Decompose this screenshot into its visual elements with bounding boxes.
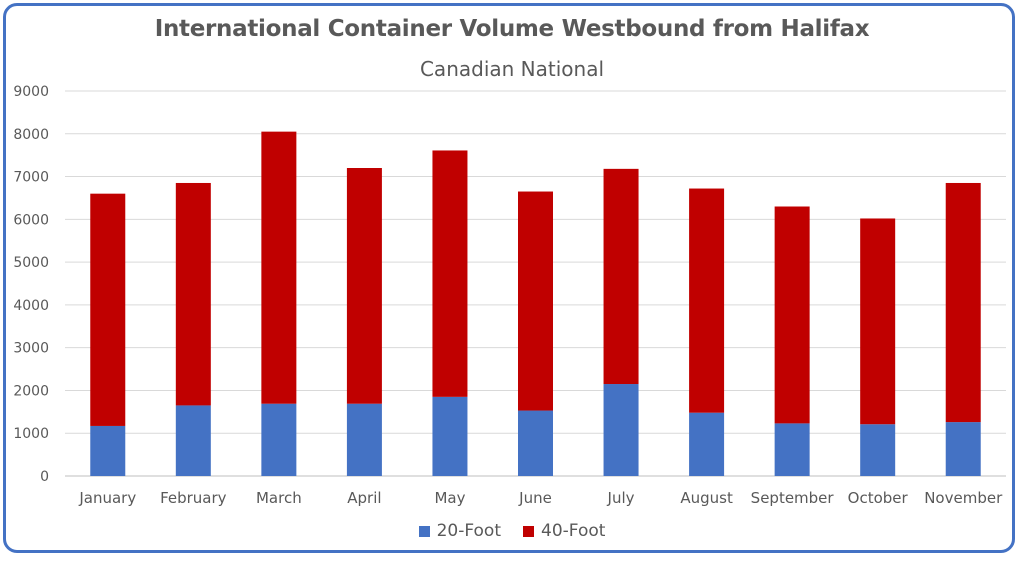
x-tick-label: August — [680, 489, 733, 507]
bar-20-foot — [603, 384, 639, 476]
y-tick-label: 1000 — [13, 426, 49, 442]
y-tick-label: 4000 — [13, 298, 49, 314]
x-tick-label: January — [78, 489, 136, 507]
y-tick-label: 0 — [40, 469, 49, 485]
legend-label-20-foot: 20-Foot — [436, 521, 501, 541]
x-tick-label: March — [256, 489, 302, 507]
legend-item-40-foot: 40-Foot — [523, 521, 605, 541]
y-tick-label: 8000 — [13, 127, 49, 143]
chart-frame — [3, 3, 1015, 553]
bar-20-foot — [945, 422, 981, 476]
x-tick-label: September — [751, 489, 835, 507]
bar-40-foot — [346, 168, 382, 404]
x-tick-label: October — [848, 489, 909, 507]
bar-40-foot — [945, 182, 981, 423]
bar-40-foot — [90, 193, 126, 426]
bar-20-foot — [90, 425, 126, 476]
x-tick-label: May — [434, 489, 465, 507]
x-tick-label: April — [347, 489, 381, 507]
bar-20-foot — [774, 423, 810, 476]
bar-20-foot — [175, 405, 211, 476]
legend: 20-Foot 40-Foot — [0, 521, 1024, 541]
bar-40-foot — [518, 191, 553, 411]
bar-20-foot — [689, 412, 725, 476]
x-tick-label: November — [924, 489, 1003, 507]
y-tick-label: 2000 — [13, 383, 49, 399]
y-tick-label: 3000 — [13, 341, 49, 357]
bar-40-foot — [432, 150, 468, 397]
bar-20-foot — [432, 396, 468, 476]
bar-40-foot — [860, 218, 896, 425]
chart-subtitle: Canadian National — [419, 57, 605, 81]
bar-20-foot — [346, 403, 382, 476]
legend-label-40-foot: 40-Foot — [541, 521, 606, 541]
x-tick-label: July — [607, 489, 635, 507]
bar-20-foot — [860, 424, 896, 476]
chart-title: International Container Volume Westbound… — [154, 16, 870, 42]
x-tick-label: June — [518, 489, 552, 507]
bar-40-foot — [689, 188, 725, 413]
bar-40-foot — [603, 168, 639, 385]
bar-20-foot — [518, 410, 553, 476]
bar-40-foot — [175, 182, 211, 406]
legend-item-20-foot: 20-Foot — [418, 521, 501, 541]
y-tick-label: 5000 — [13, 255, 49, 271]
y-tick-label: 9000 — [13, 84, 49, 100]
bar-40-foot — [261, 131, 297, 404]
legend-swatch-40-foot — [523, 525, 534, 537]
y-tick-label: 7000 — [13, 170, 49, 186]
x-tick-label: February — [160, 489, 227, 507]
bar-40-foot — [774, 206, 810, 424]
y-tick-label: 6000 — [13, 212, 49, 228]
legend-swatch-20-foot — [418, 525, 430, 537]
bar-20-foot — [261, 403, 297, 476]
